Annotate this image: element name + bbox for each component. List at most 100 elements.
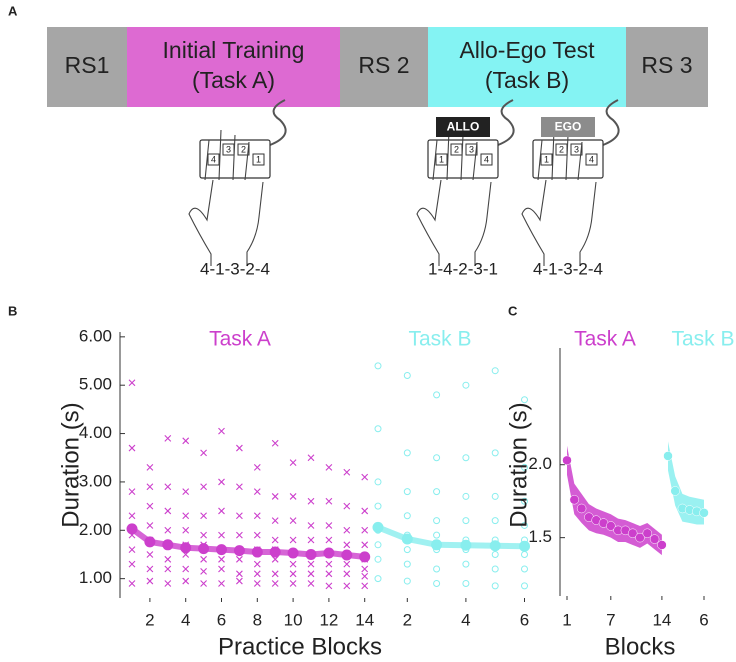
data-point [271, 493, 279, 500]
data-point [289, 459, 297, 466]
data-point [403, 372, 411, 380]
data-point [200, 483, 207, 491]
panel-label: A [8, 3, 18, 18]
hand-illustration: 12 34 ALLO [416, 99, 515, 266]
mean-point [663, 451, 673, 461]
data-point [403, 512, 411, 520]
x-tick-label: 7 [606, 610, 615, 629]
hand-outline [188, 129, 264, 266]
data-point [462, 492, 470, 500]
data-point [271, 580, 279, 587]
mean-point [269, 546, 281, 558]
data-point [253, 464, 261, 471]
data-point [218, 427, 225, 435]
data-point [146, 464, 154, 471]
mean-point [359, 551, 371, 563]
data-point [403, 546, 411, 554]
key [585, 153, 598, 166]
data-point [236, 555, 243, 563]
box-text: Allo-Ego Test [459, 37, 595, 63]
data-point [271, 517, 279, 525]
data-point [307, 454, 315, 462]
data-point [271, 555, 279, 563]
mean-point [489, 540, 501, 552]
data-point [182, 488, 190, 495]
data-point [491, 492, 499, 500]
sequence-label: 1-4-2-3-1 [428, 259, 498, 278]
sequence-label: 4-1-3-2-4 [533, 259, 603, 278]
data-point [218, 478, 225, 486]
box-text: RS 3 [641, 52, 692, 78]
mean-point [699, 508, 709, 518]
x-tick-label: 2 [145, 610, 154, 629]
series-title: Task B [408, 328, 471, 351]
mean-point [627, 528, 638, 539]
data-point [374, 555, 382, 563]
mean-point [287, 547, 299, 559]
data-point [218, 555, 225, 563]
data-point [374, 362, 382, 370]
cable [269, 99, 287, 146]
x-tick-label: 2 [403, 610, 412, 629]
data-point [521, 396, 528, 404]
x-tick-label: 14 [355, 610, 374, 629]
panel-label: B [8, 303, 17, 318]
data-point [462, 517, 470, 525]
ci-band [668, 441, 704, 525]
data-point [361, 507, 369, 515]
data-point [200, 531, 207, 539]
data-point [182, 437, 190, 445]
tag-box [436, 117, 490, 137]
mean-point [431, 539, 443, 551]
data-point [128, 546, 136, 554]
key [570, 143, 583, 156]
data-point [343, 560, 351, 568]
data-point [289, 536, 297, 544]
data-point [253, 580, 261, 587]
data-point [236, 577, 243, 585]
y-tick-label: 2.0 [528, 454, 552, 473]
key-label: 1 [256, 154, 261, 164]
key [480, 153, 493, 166]
mean-point [670, 486, 680, 496]
box-text: (Task A) [192, 67, 275, 93]
data-point [521, 565, 528, 573]
data-point [200, 449, 207, 457]
data-point [289, 560, 297, 568]
data-point [361, 526, 369, 534]
y-tick-label: 1.5 [528, 527, 552, 546]
x-tick-label: 1 [562, 610, 571, 629]
data-point [289, 493, 297, 500]
data-point [521, 463, 528, 471]
data-point [433, 565, 441, 573]
hand-outline [521, 129, 597, 266]
x-tick-label: 12 [319, 610, 338, 629]
key-label: 2 [241, 144, 246, 154]
mean-point [562, 455, 572, 466]
data-point [462, 381, 470, 389]
data-point [200, 568, 207, 575]
data-point [403, 488, 411, 496]
box-text: RS1 [65, 52, 110, 78]
data-point [128, 379, 136, 387]
data-point [146, 551, 154, 558]
data-point [462, 560, 470, 568]
series-title: Task B [671, 328, 734, 351]
data-point [307, 580, 315, 587]
timeline-box [340, 27, 428, 107]
key [435, 153, 448, 166]
data-point [521, 497, 528, 505]
x-tick-label: 14 [652, 610, 671, 629]
data-point [374, 502, 382, 510]
y-tick-label: 1.00 [79, 568, 112, 587]
data-point [218, 507, 225, 515]
key-label: 4 [589, 154, 594, 164]
data-point [146, 565, 154, 573]
data-point [491, 550, 499, 558]
data-point [128, 580, 136, 587]
data-point [218, 531, 225, 539]
data-point [325, 497, 333, 505]
cable [497, 99, 515, 146]
key [237, 143, 250, 156]
